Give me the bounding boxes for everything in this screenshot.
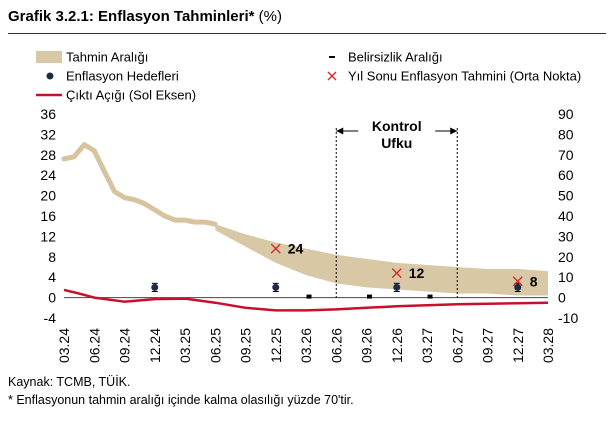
left-axis-tick: 24 (40, 167, 56, 183)
x-axis-tick: 03.26 (298, 328, 314, 363)
inflation-target-point (272, 283, 280, 291)
control-horizon-label: Ufku (381, 135, 412, 151)
legend-label: Belirsizlik Aralığı (348, 50, 443, 65)
left-axis-tick: 12 (40, 228, 56, 244)
x-axis-tick: 12.25 (268, 328, 284, 363)
x-axis-tick: 09.25 (238, 328, 254, 363)
inflation-target-point (514, 283, 522, 291)
left-axis-tick: 0 (48, 290, 56, 306)
output-gap-line (63, 288, 549, 312)
title-divider (8, 33, 606, 34)
right-axis-tick: -10 (558, 310, 578, 326)
control-horizon-arrowhead-left (336, 127, 344, 135)
legend-cross-swatch-b (327, 71, 337, 81)
right-axis-tick: 90 (558, 106, 574, 122)
year-end-forecast-cross (270, 243, 281, 254)
right-axis-tick: 10 (558, 269, 574, 285)
x-axis-tick: 03.27 (419, 328, 435, 363)
right-axis-tick: 30 (558, 228, 574, 244)
right-axis-tick: 80 (558, 126, 574, 142)
x-axis-tick: 09.26 (359, 328, 375, 363)
left-axis-tick: 8 (48, 249, 56, 265)
inflation-history-line (61, 142, 218, 227)
x-axis-tick: 03.24 (56, 328, 72, 363)
legend-band-swatch (36, 51, 62, 63)
x-axis-tick: 03.25 (177, 328, 193, 363)
left-axis-tick: 32 (40, 126, 56, 142)
left-axis-tick: 28 (40, 147, 56, 163)
inflation-target-point (151, 283, 159, 291)
x-axis-tick: 06.25 (207, 328, 223, 363)
x-axis-tick: 09.24 (117, 328, 133, 363)
chart-title-main: Grafik 3.2.1: Enflasyon Tahminleri* (8, 8, 255, 25)
left-axis-tick: 20 (40, 188, 56, 204)
right-axis-tick: 70 (558, 147, 574, 163)
x-axis-tick: 12.26 (389, 328, 405, 363)
x-axis-tick: 12.27 (510, 328, 526, 363)
x-axis-tick: 12.24 (147, 328, 163, 363)
legend-label: Çıktı Açığı (Sol Eksen) (66, 88, 196, 103)
chart-title: Grafik 3.2.1: Enflasyon Tahminleri* (%) (8, 8, 282, 25)
source-note: Kaynak: TCMB, TÜİK. (8, 375, 131, 389)
right-axis-tick: 20 (558, 249, 574, 265)
x-axis-tick: 09.27 (480, 328, 496, 363)
control-horizon-arrowhead-right (450, 127, 458, 135)
x-axis-tick: 06.26 (328, 328, 344, 363)
legend-label: Yıl Sonu Enflasyon Tahmini (Orta Nokta) (348, 69, 581, 84)
year-end-forecast-label: 12 (409, 265, 425, 281)
legend-label: Enflasyon Hedefleri (66, 69, 179, 84)
legend-label: Tahmin Aralığı (66, 50, 148, 65)
control-horizon-label: Kontrol (372, 118, 422, 134)
left-axis-tick: 4 (48, 269, 56, 285)
year-end-forecast-label: 8 (530, 273, 538, 289)
left-axis-tick: 36 (40, 106, 56, 122)
left-axis-tick: -4 (44, 310, 57, 326)
chart-title-unit: (%) (258, 8, 282, 25)
year-end-forecast-cross (391, 268, 402, 279)
year-end-forecast-cross (512, 276, 523, 287)
right-axis-tick: 40 (558, 208, 574, 224)
forecast-band (215, 224, 548, 296)
footnote: * Enflasyonun tahmin aralığı içinde kalm… (8, 393, 354, 407)
right-axis-tick: 0 (558, 290, 566, 306)
left-axis-tick: 16 (40, 208, 56, 224)
x-axis-tick: 06.24 (86, 328, 102, 363)
right-axis-tick: 50 (558, 188, 574, 204)
right-axis-tick: 60 (558, 167, 574, 183)
x-axis-tick: 06.27 (449, 328, 465, 363)
inflation-target-point (393, 283, 401, 291)
legend-dot-swatch (46, 72, 54, 80)
x-axis-tick: 03.28 (540, 328, 556, 363)
year-end-forecast-label: 24 (288, 241, 304, 257)
